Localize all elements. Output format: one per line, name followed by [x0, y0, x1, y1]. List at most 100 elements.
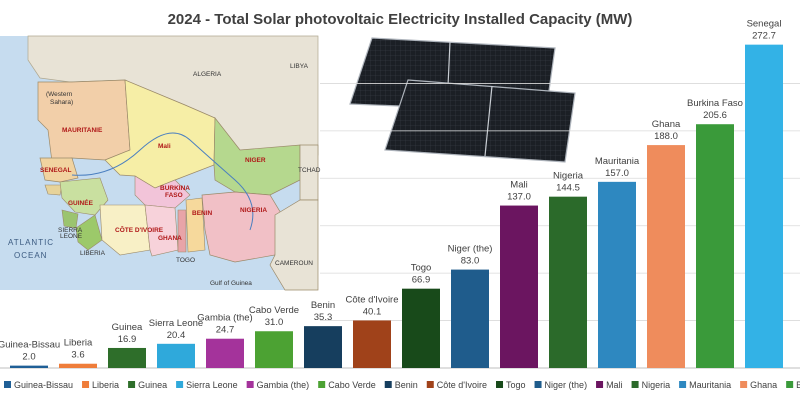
- bar-value-label-burkina-faso: 205.6: [703, 110, 727, 121]
- legend-label-burkina-faso: Burkina Faso: [796, 380, 800, 390]
- map-ghana: [144, 204, 179, 257]
- map-label-ocean: OCEAN: [14, 251, 47, 260]
- bar-mali: [500, 205, 538, 368]
- legend-swatch-c-te-d-ivoire: [426, 381, 434, 388]
- legend-swatch-guinea-bissau: [4, 381, 11, 388]
- legend-swatch-mali: [596, 381, 604, 388]
- map-label-cote-divoire: CÔTE D'IVOIRE: [115, 225, 164, 234]
- bar-value-label-ghana: 188.0: [654, 131, 678, 142]
- map-label-burkina: BURKINA: [160, 185, 190, 192]
- legend-label-c-te-d-ivoire: Côte d'Ivoire: [437, 380, 487, 390]
- bar-category-label-guinea-bissau: Guinea-Bissau: [0, 340, 60, 351]
- map-benin: [185, 197, 206, 253]
- bar-value-label-liberia: 3.6: [71, 350, 84, 361]
- bar-value-label-togo: 66.9: [412, 275, 431, 286]
- bar-category-label-sierra-leone: Sierra Leone: [149, 318, 203, 329]
- bar-guinea: [108, 347, 146, 368]
- map-liberia: [75, 214, 103, 251]
- legend-label-mali: Mali: [606, 380, 623, 390]
- legend-swatch-guinea: [128, 381, 136, 388]
- map-label-sierra: SIERRA: [58, 227, 83, 234]
- legend-swatch-liberia: [82, 381, 90, 388]
- bar-category-label-niger-the: Niger (the): [448, 244, 493, 255]
- map-label-mauritanie: MAURITANIE: [62, 127, 103, 134]
- map-label-benin: BENIN: [192, 210, 213, 217]
- map-label-faso: FASO: [165, 192, 183, 199]
- map-label-sahara: Sahara): [50, 99, 73, 106]
- legend-swatch-nigeria: [631, 381, 639, 388]
- map-nigeria: [201, 191, 283, 263]
- legend-swatch-togo: [496, 381, 504, 388]
- map-label-atlantic: ATLANTIC: [8, 238, 54, 247]
- map-togo: [177, 209, 187, 253]
- bar-category-label-burkina-faso: Burkina Faso: [687, 98, 743, 109]
- map-label-mali: Mali: [158, 143, 171, 150]
- legend-swatch-burkina-faso: [786, 381, 794, 388]
- map-guinea-bissau: [44, 184, 63, 196]
- bar-liberia: [59, 363, 97, 368]
- bar-value-label-c-te-d-ivoire: 40.1: [363, 306, 382, 317]
- bar-sierra-leone: [157, 343, 195, 368]
- legend-label-togo: Togo: [506, 380, 526, 390]
- solar-panel-bottom: [384, 79, 576, 163]
- map-niger-river: [71, 132, 254, 231]
- legend-label-cabo-verde: Cabo Verde: [328, 380, 376, 390]
- bar-c-te-d-ivoire: [353, 320, 391, 368]
- map-label-cameroun: CAMEROUN: [275, 260, 313, 267]
- bar-value-label-senegal: 272.7: [752, 31, 776, 42]
- bar-mauritania: [598, 181, 636, 368]
- bar-nigeria: [549, 196, 587, 368]
- legend-label-niger-the: Niger (the): [545, 380, 588, 390]
- chart-legend: Guinea-Bissau Liberia Guinea Sierra Leone Ga…: [4, 380, 800, 390]
- map-label-guinee: GUINÉE: [68, 198, 94, 207]
- bar-value-label-gambia-the: 24.7: [216, 325, 235, 336]
- bar-gambia-the: [206, 338, 244, 368]
- map-label-gulf-of-guinea: Gulf of Guinea: [210, 280, 252, 287]
- map-label-western-sahara: (Western: [46, 91, 73, 98]
- legend-swatch-ghana: [740, 381, 748, 388]
- bar-category-label-mauritania: Mauritania: [595, 156, 640, 167]
- map-burkina-faso: [134, 175, 191, 209]
- map-mauritania: [37, 79, 131, 163]
- bar-ghana: [647, 145, 685, 368]
- map-labels: (Western Sahara) ALGERIA LIBYA MAURITANI…: [8, 63, 321, 287]
- legend-swatch-cabo-verde: [318, 381, 326, 388]
- legend-label-guinea-bissau: Guinea-Bissau: [14, 380, 73, 390]
- bar-value-label-sierra-leone: 20.4: [167, 330, 186, 341]
- bar-category-label-ghana: Ghana: [652, 119, 681, 130]
- map-label-nigeria: NIGERIA: [240, 207, 267, 214]
- bar-guinea-bissau: [10, 365, 48, 368]
- bar-category-label-benin: Benin: [311, 300, 335, 311]
- bar-cabo-verde: [255, 331, 293, 368]
- bar-category-label-togo: Togo: [411, 263, 432, 274]
- map-cameroon: [269, 199, 319, 291]
- bar-burkina-faso: [696, 124, 734, 369]
- legend-label-gambia-the: Gambia (the): [257, 380, 310, 390]
- legend-label-guinea: Guinea: [138, 380, 167, 390]
- chart-bars: [10, 44, 783, 369]
- map-label-ghana: GHANA: [158, 235, 182, 242]
- map-label-algeria: ALGERIA: [193, 71, 222, 78]
- bar-value-label-guinea-bissau: 2.0: [22, 352, 35, 363]
- legend-label-mauritania: Mauritania: [689, 380, 731, 390]
- bar-category-label-guinea: Guinea: [112, 322, 143, 333]
- map-label-libya: LIBYA: [290, 63, 309, 70]
- bar-value-label-benin: 35.3: [314, 312, 333, 323]
- map-label-togo: TOGO: [176, 257, 195, 264]
- map-label-tchad: TCHAD: [298, 167, 321, 174]
- chart-title: 2024 - Total Solar photovoltaic Electric…: [168, 11, 633, 28]
- bar-category-label-gambia-the: Gambia (the): [197, 313, 252, 324]
- legend-label-sierra-leone: Sierra Leone: [186, 380, 238, 390]
- bar-category-label-nigeria: Nigeria: [553, 171, 584, 182]
- bar-value-label-niger-the: 83.0: [461, 256, 480, 267]
- legend-swatch-gambia-the: [246, 381, 254, 388]
- map-senegal: [39, 157, 79, 183]
- legend-swatch-benin: [384, 381, 392, 388]
- legend-swatch-mauritania: [679, 381, 687, 388]
- legend-label-benin: Benin: [395, 380, 418, 390]
- bar-benin: [304, 326, 342, 368]
- bar-category-label-c-te-d-ivoire: Côte d'Ivoire: [345, 294, 398, 305]
